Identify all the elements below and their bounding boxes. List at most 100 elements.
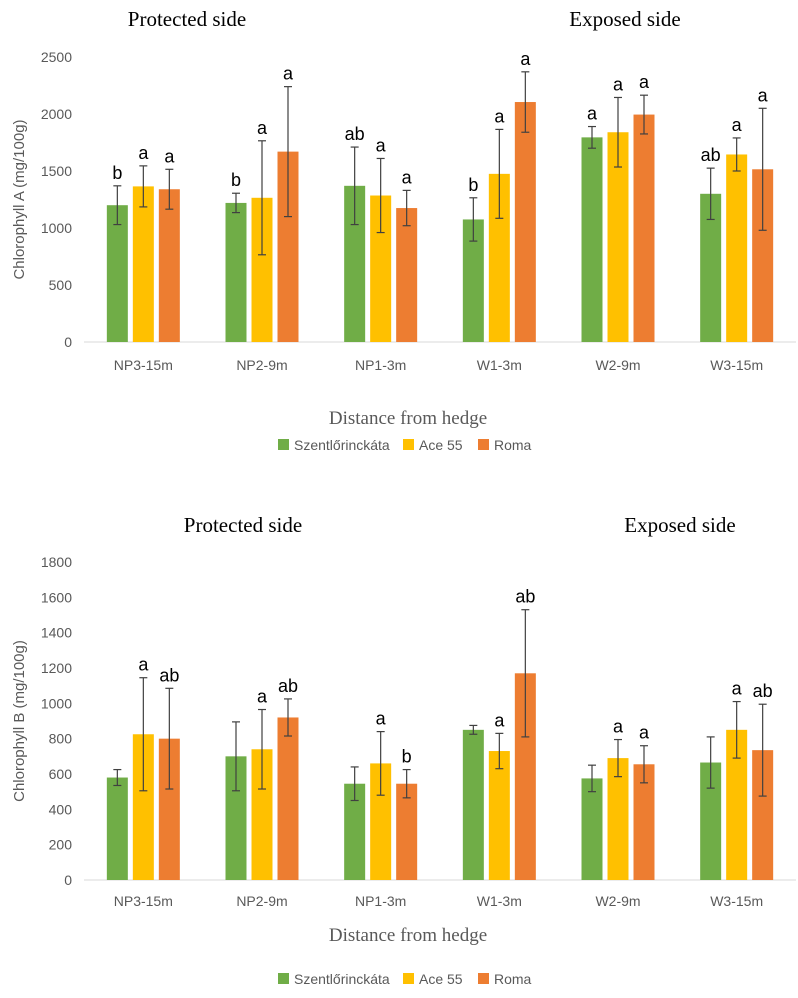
x-axis-label: Distance from hedge <box>329 408 487 429</box>
bar <box>700 762 722 880</box>
bar <box>633 114 655 342</box>
x-tick-label: W1-3m <box>477 893 522 909</box>
bar <box>633 764 655 880</box>
significance-letter: a <box>639 72 650 92</box>
y-tick-label: 0 <box>64 872 72 888</box>
x-tick-label: W3-15m <box>710 357 763 373</box>
bar <box>488 173 510 342</box>
bar <box>277 717 299 880</box>
significance-letter: a <box>402 167 413 187</box>
x-tick-label: W2-9m <box>595 893 640 909</box>
significance-letter: a <box>613 717 624 737</box>
bar <box>251 749 273 880</box>
x-tick-label: NP1-3m <box>355 357 406 373</box>
bar <box>581 137 603 342</box>
x-tick-label: NP1-3m <box>355 893 406 909</box>
side-label: Protected side <box>128 7 246 31</box>
y-axis-label: Chlorophyll A (mg/100g) <box>11 119 28 279</box>
significance-letter: a <box>283 64 294 84</box>
bar <box>752 169 774 342</box>
bar <box>158 738 180 880</box>
significance-letter: a <box>138 655 149 675</box>
legend-swatch <box>403 439 414 450</box>
y-tick-label: 1200 <box>41 660 72 676</box>
significance-letter: a <box>257 687 268 707</box>
significance-letter: ab <box>278 676 298 696</box>
x-tick-label: W1-3m <box>477 357 522 373</box>
significance-letter: a <box>494 710 505 730</box>
significance-letter: a <box>639 723 650 743</box>
significance-letter: a <box>257 118 268 138</box>
x-axis-label: Distance from hedge <box>329 925 487 946</box>
bar <box>344 783 366 880</box>
significance-letter: a <box>520 49 531 69</box>
legend-label: Szentlőrinckáta <box>294 971 390 987</box>
bar <box>607 758 629 880</box>
side-label: Exposed side <box>569 7 680 31</box>
y-tick-label: 600 <box>49 766 73 782</box>
y-tick-label: 1800 <box>41 554 72 570</box>
bar <box>607 132 629 342</box>
legend-swatch <box>278 973 289 984</box>
legend-swatch <box>478 439 489 450</box>
significance-letter: a <box>732 115 743 135</box>
bar <box>225 756 247 880</box>
significance-letter: a <box>164 146 175 166</box>
bar <box>462 219 484 342</box>
bar <box>752 750 774 880</box>
y-tick-label: 1000 <box>41 695 72 711</box>
bar <box>106 205 128 342</box>
significance-letter: b <box>468 175 478 195</box>
bar <box>132 734 154 880</box>
bar <box>396 208 418 342</box>
bar <box>370 763 392 880</box>
x-tick-label: W2-9m <box>595 357 640 373</box>
y-tick-label: 1500 <box>41 163 72 179</box>
x-tick-label: NP2-9m <box>236 357 287 373</box>
bar <box>726 154 748 342</box>
legend-label: Szentlőrinckáta <box>294 437 390 453</box>
bar <box>344 185 366 342</box>
bar <box>396 783 418 880</box>
bar <box>106 777 128 880</box>
bar <box>277 151 299 342</box>
bar <box>225 202 247 342</box>
significance-letter: a <box>587 104 598 124</box>
bar <box>514 102 536 342</box>
bar <box>726 729 748 880</box>
bar <box>462 729 484 880</box>
significance-letter: ab <box>753 681 773 701</box>
y-axis-label: Chlorophyll B (mg/100g) <box>11 640 28 802</box>
bar <box>251 197 273 342</box>
bar <box>700 193 722 342</box>
side-label: Exposed side <box>624 513 735 537</box>
legend-label: Ace 55 <box>419 971 463 987</box>
significance-letter: b <box>402 747 412 767</box>
significance-letter: a <box>613 74 624 94</box>
bar <box>370 195 392 342</box>
significance-letter: a <box>376 709 387 729</box>
y-tick-label: 2500 <box>41 49 72 65</box>
x-tick-label: W3-15m <box>710 893 763 909</box>
bar <box>488 751 510 880</box>
legend-label: Roma <box>494 437 532 453</box>
y-tick-label: 1600 <box>41 589 72 605</box>
significance-letter: a <box>376 135 387 155</box>
significance-letter: ab <box>701 145 721 165</box>
bar <box>514 673 536 880</box>
chart-2: Protected side Exposed side 0 200 400 600 800 1… <box>11 513 796 987</box>
significance-letter: a <box>138 143 149 163</box>
significance-letter: a <box>758 85 769 105</box>
legend: Szentlőrinckáta Ace 55 Roma <box>278 437 532 453</box>
y-tick-label: 200 <box>49 837 73 853</box>
significance-letter: a <box>732 679 743 699</box>
bar <box>158 189 180 342</box>
chart-1: Protected side Exposed side 0 500 1000 1500 20… <box>11 7 796 453</box>
significance-letter: ab <box>515 587 535 607</box>
significance-letter: a <box>494 106 505 126</box>
legend-swatch <box>403 973 414 984</box>
bar <box>581 778 603 880</box>
legend-swatch <box>478 973 489 984</box>
y-tick-label: 0 <box>64 334 72 350</box>
